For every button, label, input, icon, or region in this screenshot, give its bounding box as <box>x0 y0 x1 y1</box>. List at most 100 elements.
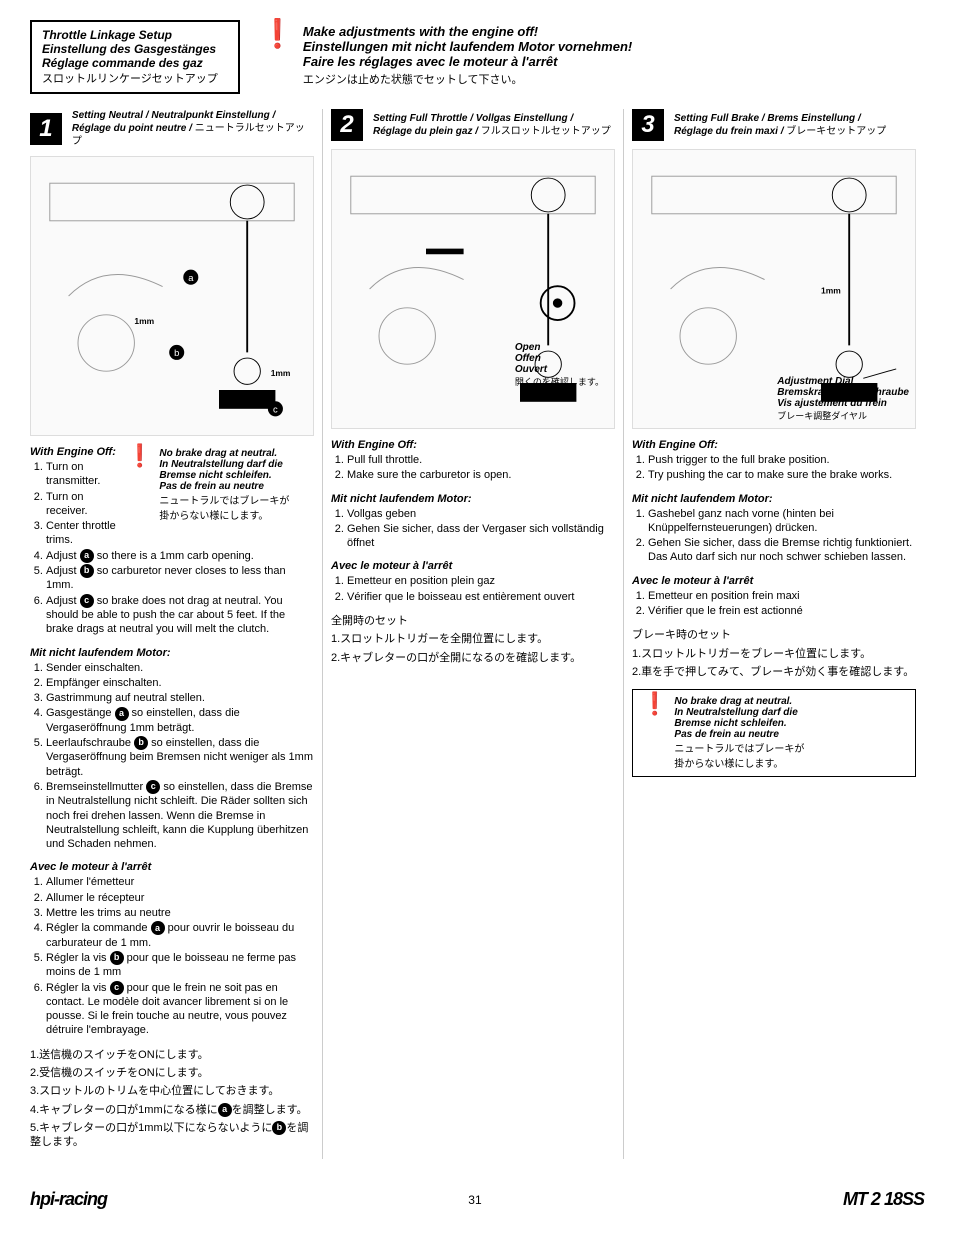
brand-logo: hpi-racing <box>30 1189 107 1210</box>
step2-en-list: Pull full throttle. Make sure the carbur… <box>331 453 615 483</box>
jp-item: 2.キャブレターの口が全開になるのを確認します。 <box>331 651 615 665</box>
en-item: Try pushing the car to make sure the bra… <box>648 468 916 482</box>
en-item: Pull full throttle. <box>347 453 615 467</box>
step1-title-en: Setting Neutral / Neutralpunkt Einstellu… <box>72 110 275 121</box>
label-c: c <box>146 780 160 794</box>
step2-title-fr: Réglage du plein gaz / <box>373 126 478 137</box>
en-head: With Engine Off: <box>331 439 615 451</box>
model-logo: MT 2 18SS <box>843 1189 924 1210</box>
label-b: b <box>110 951 124 965</box>
step3-title-en: Setting Full Brake / Brems Einstellung / <box>674 113 861 124</box>
jp-head: 全開時のセット <box>331 614 615 628</box>
fr-item: Allumer le récepteur <box>46 891 314 905</box>
step2-header: 2 Setting Full Throttle / Vollgas Einste… <box>331 109 615 141</box>
step2-en: With Engine Off: Pull full throttle. Mak… <box>331 439 615 483</box>
fr-head: Avec le moteur à l'arrêt <box>30 861 314 873</box>
label-c: c <box>80 594 94 608</box>
label-c: c <box>110 981 124 995</box>
page-number: 31 <box>468 1193 481 1207</box>
en-item: Adjust c so brake does not drag at neutr… <box>46 594 314 637</box>
step3-header: 3 Setting Full Brake / Brems Einstellung… <box>632 109 916 141</box>
dial-label: Adjustment Dial Bremskrafteinstellschrau… <box>777 376 909 422</box>
de-item: Empfänger einschalten. <box>46 676 314 690</box>
de-item: Gehen Sie sicher, dass der Vergaser sich… <box>347 522 615 551</box>
label-b: b <box>272 1121 286 1135</box>
open-en: Open <box>515 342 604 353</box>
jp-item: 1.スロットルトリガーをブレーキ位置にします。 <box>632 647 916 661</box>
note-en: No brake drag at neutral. <box>159 448 289 459</box>
neutral-note-1: ❗ No brake drag at neutral. In Neutralst… <box>124 446 314 524</box>
svg-text:1mm: 1mm <box>134 316 154 326</box>
step2-jp: 全開時のセット 1.スロットルトリガーを全開位置にします。 2.キャブレターの口… <box>331 614 615 665</box>
step2-fr-list: Emetteur en position plein gaz Vérifier … <box>331 574 615 604</box>
open-de: Offen <box>515 353 604 364</box>
jp-item: 2.受信機のスイッチをONにします。 <box>30 1066 314 1080</box>
warning-text: Make adjustments with the engine off! Ei… <box>303 24 632 87</box>
note-jp2: 掛からない様にします。 <box>159 507 289 522</box>
neutral-note-3: ❗ No brake drag at neutral. In Neutralst… <box>632 689 916 777</box>
label-a: a <box>80 549 94 563</box>
fr-item: Régler la vis b pour que le boisseau ne … <box>46 951 314 980</box>
jp-head: ブレーキ時のセット <box>632 628 916 642</box>
step2-fr: Avec le moteur à l'arrêt Emetteur en pos… <box>331 560 615 604</box>
note-fr: Pas de frein au neutre <box>159 481 289 492</box>
note-text: No brake drag at neutral. In Neutralstel… <box>159 448 289 522</box>
warning-icon: ❗ <box>260 24 295 44</box>
step3-diagram: 1mm Adjustment Dial Bremskrafteinstellsc… <box>632 149 916 429</box>
fr-item: Mettre les trims au neutre <box>46 906 314 920</box>
note-jp2: 掛からない様にします。 <box>674 755 804 770</box>
header-row: Throttle Linkage Setup Einstellung des G… <box>30 20 924 94</box>
jp-item: 3.スロットルのトリムを中心位置にしておきます。 <box>30 1084 314 1098</box>
fr-item: Régler la vis c pour que le frein ne soi… <box>46 981 314 1038</box>
de-item: Gehen Sie sicher, dass die Bremse richti… <box>648 536 916 565</box>
note-de1: In Neutralstellung darf die <box>159 459 289 470</box>
note-jp1: ニュートラルではブレーキが <box>159 492 289 507</box>
step1-title: Setting Neutral / Neutralpunkt Einstellu… <box>72 109 314 148</box>
de-item: Vollgas geben <box>347 507 615 521</box>
label-b: b <box>80 564 94 578</box>
step2-title-jp: フルスロットルセットアップ <box>481 126 611 137</box>
de-item: Sender einschalten. <box>46 661 314 675</box>
col-1: 1 Setting Neutral / Neutralpunkt Einstel… <box>30 109 323 1159</box>
columns: 1 Setting Neutral / Neutralpunkt Einstel… <box>30 109 924 1159</box>
svg-text:1mm: 1mm <box>821 286 841 296</box>
dial-en: Adjustment Dial <box>777 376 909 387</box>
fr-item: Vérifier que le frein est actionné <box>648 604 916 618</box>
step3-fr: Avec le moteur à l'arrêt Emetteur en pos… <box>632 575 916 619</box>
dial-de: Bremskrafteinstellschraube <box>777 387 909 398</box>
label-b: b <box>134 736 148 750</box>
step3-jp: ブレーキ時のセット 1.スロットルトリガーをブレーキ位置にします。 2.車を手で… <box>632 628 916 679</box>
label-a: a <box>115 707 129 721</box>
footer: hpi-racing 31 MT 2 18SS <box>30 1189 924 1210</box>
step1-fr-list: Allumer l'émetteur Allumer le récepteur … <box>30 875 314 1037</box>
jp-item: 1.スロットルトリガーを全開位置にします。 <box>331 632 615 646</box>
step2-de-list: Vollgas geben Gehen Sie sicher, dass der… <box>331 507 615 551</box>
en-item: Adjust b so carburetor never closes to l… <box>46 564 314 593</box>
main-warning: ❗ Make adjustments with the engine off! … <box>260 20 924 87</box>
de-item: Gastrimmung auf neutral stellen. <box>46 691 314 705</box>
step3-title-fr: Réglage du frein maxi / <box>674 126 783 137</box>
step1-num: 1 <box>30 113 62 145</box>
fr-item: Emetteur en position plein gaz <box>347 574 615 588</box>
svg-text:1mm: 1mm <box>271 368 291 378</box>
open-jp: 開くのを確認します。 <box>515 375 604 388</box>
title-de: Einstellung des Gasgestänges <box>42 42 228 56</box>
note-de2: Bremse nicht schleifen. <box>159 470 289 481</box>
en-head: With Engine Off: <box>632 439 916 451</box>
de-item: Bremseinstellmutter c so einstellen, das… <box>46 780 314 851</box>
step3-title-jp: ブレーキセットアップ <box>786 126 886 137</box>
svg-text:a: a <box>188 272 194 283</box>
warn-de: Einstellungen mit nicht laufendem Motor … <box>303 39 632 54</box>
jp-item: 4.キャブレターの口が1mmになる様にaを調整します。 <box>30 1103 314 1117</box>
en-item: Adjust a so there is a 1mm carb opening. <box>46 549 314 563</box>
open-fr: Ouvert <box>515 364 604 375</box>
note-fr: Pas de frein au neutre <box>674 729 804 740</box>
open-label: Open Offen Ouvert 開くのを確認します。 <box>515 342 604 388</box>
col-3: 3 Setting Full Brake / Brems Einstellung… <box>632 109 924 1159</box>
fr-item: Régler la commande a pour ouvrir le bois… <box>46 921 314 950</box>
step2-title: Setting Full Throttle / Vollgas Einstell… <box>373 112 611 138</box>
note-de2: Bremse nicht schleifen. <box>674 718 804 729</box>
step3-num: 3 <box>632 109 664 141</box>
fr-item: Allumer l'émetteur <box>46 875 314 889</box>
fr-head: Avec le moteur à l'arrêt <box>331 560 615 572</box>
